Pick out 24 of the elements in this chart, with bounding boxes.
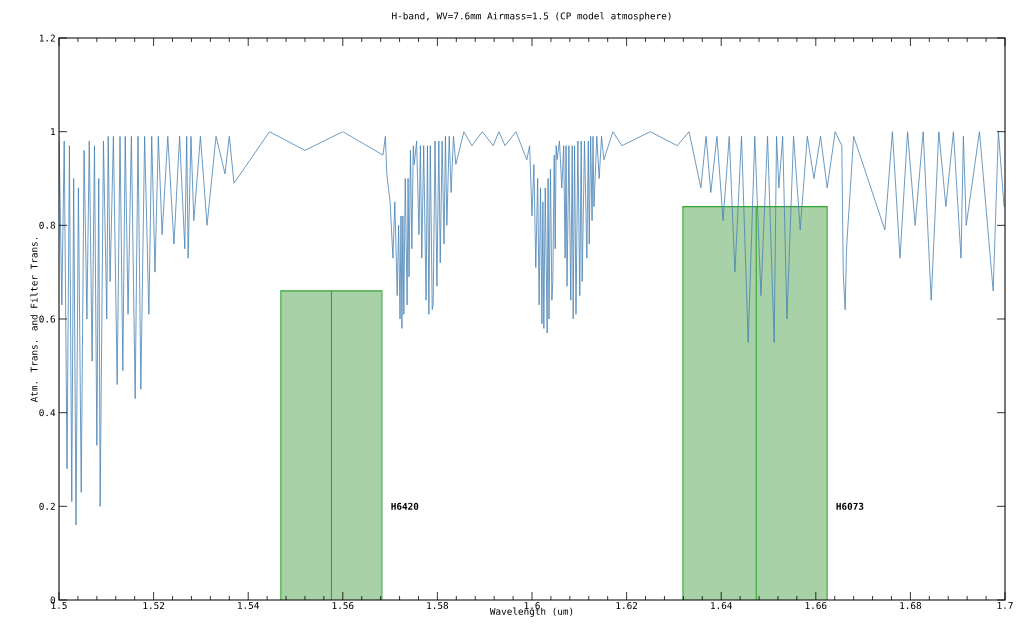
chart-title: H-band, WV=7.6mm Airmass=1.5 (CP model atmosphere) <box>392 12 671 22</box>
x-tick-label: 1.6 <box>524 602 540 610</box>
y-tick-label: 1.2 <box>39 34 55 42</box>
series-label: H6073 <box>836 502 864 510</box>
x-tick-label: 1.54 <box>238 602 259 609</box>
x-tick-label: 1.7 <box>997 602 1013 609</box>
x-tick-label: 1.64 <box>711 602 732 610</box>
y-tick-label: 0.6 <box>39 315 56 323</box>
x-tick-label: 1.5 <box>51 602 67 609</box>
y-tick-label: 0.8 <box>39 221 56 229</box>
y-tick-label: 1 <box>51 128 55 136</box>
y-tick-label: 0.2 <box>39 502 55 510</box>
x-tick-label: 1.58 <box>427 602 449 610</box>
x-tick-label: 1.68 <box>900 602 922 610</box>
y-tick-label: 0.4 <box>39 409 56 417</box>
series-label: H6420 <box>391 502 419 510</box>
x-tick-label: 1.62 <box>616 602 638 610</box>
y-axis-title: Atm. Trans. and Filter Trans. <box>30 237 38 403</box>
x-tick-label: 1.66 <box>805 602 827 610</box>
x-tick-label: 1.52 <box>143 602 165 610</box>
x-tick-label: 1.56 <box>332 602 354 610</box>
y-tick-label: 0 <box>50 596 56 604</box>
x-axis-title: Wavelength (um) <box>489 607 573 617</box>
line-series <box>59 131 1005 526</box>
